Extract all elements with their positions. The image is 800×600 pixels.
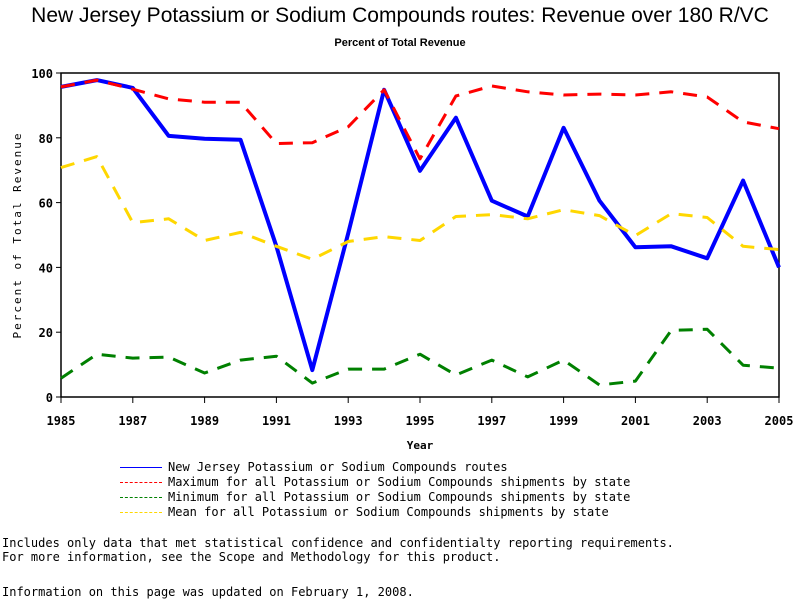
x-tick-label: 2001 [621,414,650,428]
series-line-1 [60,78,780,161]
legend-swatch [120,497,162,498]
y-tick-label: 40 [39,261,53,275]
y-tick-label: 0 [46,391,53,405]
footnote-methodology: For more information, see the Scope and … [2,550,501,564]
x-tick-label: 1993 [334,414,363,428]
series-line-0 [60,78,781,373]
legend-item: Minimum for all Potassium or Sodium Comp… [120,490,630,505]
legend-swatch [120,482,162,483]
x-tick-label: 1997 [477,414,506,428]
footnote-updated: Information on this page was updated on … [2,585,414,599]
x-tick-label: 1991 [262,414,291,428]
legend-item: Maximum for all Potassium or Sodium Comp… [120,475,630,490]
line-chart: 0 20 40 60 80 100 1985 1987 1989 1991 1993 1995 1997… [11,67,793,452]
y-tick-label: 80 [39,132,53,146]
legend-item: New Jersey Potassium or Sodium Compounds… [120,460,630,475]
y-tick-label: 20 [39,326,53,340]
x-axis-label: Year [407,439,434,452]
legend-swatch [120,467,162,468]
legend-label: Mean for all Potassium or Sodium Compoun… [168,505,609,519]
x-tick-label: 2003 [693,414,722,428]
x-tick-label: 1987 [118,414,147,428]
legend-label: Minimum for all Potassium or Sodium Comp… [168,490,631,504]
series-line-2 [60,327,780,387]
y-tick-label: 60 [39,197,53,211]
legend-item: Mean for all Potassium or Sodium Compoun… [120,505,630,520]
plot-frame [60,72,780,398]
x-tick-label: 1985 [47,414,76,428]
chart-subtitle: Percent of Total Revenue [334,37,466,49]
x-tick-label: 1999 [549,414,578,428]
x-tick-label: 1989 [190,414,219,428]
legend-label: Maximum for all Potassium or Sodium Comp… [168,475,631,489]
legend-swatch [120,512,162,513]
footnote-confidence: Includes only data that met statistical … [2,536,674,550]
chart-title: New Jersey Potassium or Sodium Compounds… [31,4,769,27]
y-axis-label: Percent of Total Revenue [11,132,24,339]
y-tick-label: 100 [31,67,53,81]
legend: New Jersey Potassium or Sodium Compounds… [120,460,630,520]
axes: 0 20 40 60 80 100 1985 1987 1989 1991 1993 1995 1997… [31,67,793,428]
x-tick-label: 2005 [765,414,794,428]
x-tick-label: 1995 [406,414,435,428]
legend-label: New Jersey Potassium or Sodium Compounds… [168,460,508,474]
series-layer [60,78,781,387]
